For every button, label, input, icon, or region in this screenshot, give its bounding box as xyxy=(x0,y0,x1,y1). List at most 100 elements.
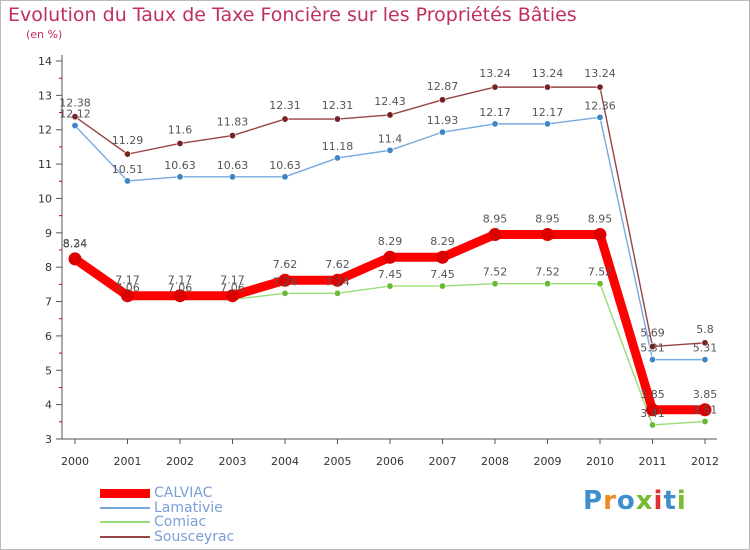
data-label-sousceyrac: 5.8 xyxy=(696,323,714,336)
data-point-sousceyrac xyxy=(71,113,79,121)
data-label-calviac: 3.85 xyxy=(640,388,665,401)
data-label-comiac: 7.45 xyxy=(378,268,403,281)
data-label-calviac: 8.29 xyxy=(378,235,403,248)
data-point-sousceyrac xyxy=(124,150,132,158)
y-tick-label: 4 xyxy=(45,399,52,412)
data-point-calviac xyxy=(541,228,554,242)
data-point-lamativie xyxy=(229,173,237,181)
data-label-sousceyrac: 13.24 xyxy=(584,67,616,80)
data-point-sousceyrac xyxy=(229,132,237,140)
data-point-calviac xyxy=(331,273,344,287)
legend-label: Sousceyrac xyxy=(154,528,235,545)
data-label-lamativie: 11.18 xyxy=(322,140,354,153)
data-label-comiac: 8.34 xyxy=(63,237,88,250)
legend-swatch xyxy=(100,535,150,538)
data-point-lamativie xyxy=(176,173,184,181)
data-label-lamativie: 12.12 xyxy=(59,108,91,121)
x-tick-label: 2003 xyxy=(219,455,247,468)
data-label-calviac: 8.95 xyxy=(483,213,508,226)
data-label-calviac: 7.17 xyxy=(220,274,245,287)
data-label-lamativie: 12.17 xyxy=(532,106,564,119)
data-label-calviac: 3.85 xyxy=(693,388,718,401)
data-point-comiac xyxy=(701,417,709,425)
data-label-sousceyrac: 12.31 xyxy=(269,99,301,112)
y-tick-label: 6 xyxy=(45,330,52,343)
data-label-lamativie: 11.4 xyxy=(378,132,403,145)
x-tick-label: 2007 xyxy=(429,455,457,468)
data-label-sousceyrac: 11.6 xyxy=(168,123,193,136)
data-label-comiac: 7.06 xyxy=(168,281,193,294)
data-label-comiac: 7.45 xyxy=(430,268,455,281)
data-point-calviac xyxy=(436,250,449,264)
data-label-calviac: 8.95 xyxy=(588,213,613,226)
data-point-sousceyrac xyxy=(333,115,341,123)
data-label-comiac: 7.52 xyxy=(588,266,613,279)
data-label-sousceyrac: 12.43 xyxy=(374,95,406,108)
y-tick-label: 7 xyxy=(45,296,52,309)
data-label-calviac: 7.17 xyxy=(168,274,193,287)
data-label-sousceyrac: 12.31 xyxy=(322,99,354,112)
data-point-comiac xyxy=(543,280,551,288)
data-point-lamativie xyxy=(543,120,551,128)
data-point-sousceyrac xyxy=(491,83,499,91)
data-point-lamativie xyxy=(438,128,446,136)
data-point-calviac xyxy=(226,289,239,303)
x-tick-label: 2001 xyxy=(114,455,142,468)
data-point-comiac xyxy=(596,280,604,288)
y-tick-label: 12 xyxy=(38,124,52,137)
data-point-lamativie xyxy=(648,356,656,364)
data-point-lamativie xyxy=(71,122,79,130)
data-label-lamativie: 10.51 xyxy=(112,163,144,176)
data-point-sousceyrac xyxy=(281,115,289,123)
data-label-sousceyrac: 12.87 xyxy=(427,80,459,93)
data-point-lamativie xyxy=(386,146,394,154)
data-point-comiac xyxy=(281,289,289,297)
data-point-comiac xyxy=(648,421,656,429)
data-label-calviac: 8.24 xyxy=(63,237,88,250)
legend-swatch xyxy=(100,506,150,509)
data-label-comiac: 7.52 xyxy=(483,266,508,279)
data-label-comiac: 7.24 xyxy=(273,275,298,288)
data-label-sousceyrac: 11.83 xyxy=(217,116,249,129)
y-tick-label: 10 xyxy=(38,192,52,205)
data-point-comiac xyxy=(438,282,446,290)
data-point-lamativie xyxy=(281,173,289,181)
data-point-calviac xyxy=(488,228,502,242)
data-label-lamativie: 10.63 xyxy=(164,159,196,172)
data-label-lamativie: 11.93 xyxy=(427,114,459,127)
x-tick-label: 2008 xyxy=(481,455,509,468)
data-label-lamativie: 5.31 xyxy=(693,342,718,355)
data-point-lamativie xyxy=(596,113,604,121)
data-label-calviac: 8.29 xyxy=(430,235,455,248)
data-point-sousceyrac xyxy=(648,343,656,351)
data-point-sousceyrac xyxy=(438,96,446,104)
data-point-lamativie xyxy=(491,120,499,128)
chart-title: Evolution du Taux de Taxe Foncière sur l… xyxy=(8,4,577,26)
data-point-calviac xyxy=(121,289,134,303)
data-label-calviac: 7.62 xyxy=(325,258,350,271)
data-point-sousceyrac xyxy=(701,339,709,347)
x-tick-label: 2006 xyxy=(376,455,404,468)
data-label-sousceyrac: 13.24 xyxy=(532,67,564,80)
y-tick-label: 3 xyxy=(45,433,52,446)
data-label-comiac: 7.06 xyxy=(115,281,140,294)
data-label-comiac: 7.06 xyxy=(220,281,245,294)
data-point-lamativie xyxy=(701,356,709,364)
data-label-lamativie: 10.63 xyxy=(217,159,249,172)
x-tick-label: 2012 xyxy=(691,455,719,468)
data-point-sousceyrac xyxy=(596,83,604,91)
y-tick-label: 11 xyxy=(38,158,52,171)
data-label-lamativie: 12.36 xyxy=(584,99,616,112)
y-tick-label: 13 xyxy=(38,89,52,102)
data-label-comiac: 7.24 xyxy=(325,275,350,288)
data-point-lamativie xyxy=(333,154,341,162)
data-point-calviac xyxy=(593,228,607,242)
data-label-sousceyrac: 12.38 xyxy=(59,97,91,110)
x-tick-label: 2002 xyxy=(166,455,194,468)
data-point-lamativie xyxy=(124,177,132,185)
data-point-calviac xyxy=(383,250,397,264)
y-tick-label: 9 xyxy=(45,227,52,240)
data-label-sousceyrac: 11.29 xyxy=(112,134,144,147)
data-label-sousceyrac: 13.24 xyxy=(479,67,511,80)
